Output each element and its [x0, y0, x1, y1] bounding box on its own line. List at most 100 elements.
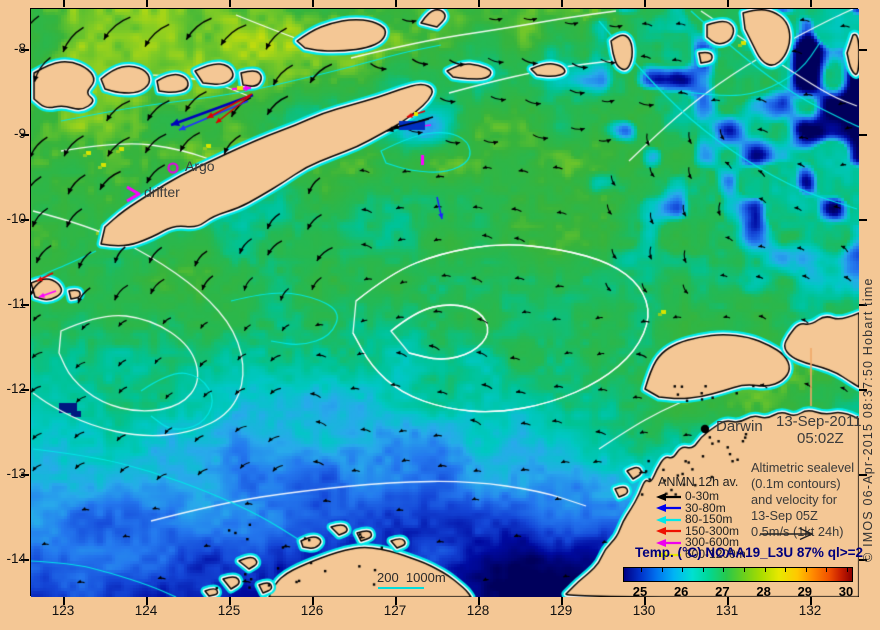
x-tick-mark	[312, 0, 314, 7]
x-tick-mark	[63, 597, 65, 605]
colorbar-tick-label: 30	[838, 584, 854, 599]
y-tick-mark	[859, 389, 867, 391]
x-tick-mark	[561, 597, 563, 605]
sst-map-canvas	[31, 9, 859, 597]
depth-contour-scale-label: 200 1000m	[377, 570, 446, 585]
datetime-line1: 13-Sep-2011	[776, 413, 862, 430]
anmn-legend-row: 300-600m	[655, 535, 740, 550]
x-tick-mark	[146, 597, 148, 605]
depth-arrow-icon	[656, 492, 681, 501]
x-tick-mark	[644, 0, 646, 7]
x-tick-label: 123	[51, 603, 75, 618]
altimetric-note-line: and velocity for	[751, 492, 838, 507]
altimetric-note-line: 13-Sep 05Z	[751, 508, 818, 523]
x-tick-label: 132	[798, 603, 822, 618]
y-tick-label: -12	[6, 381, 26, 396]
colorbar-tick-label: 25	[632, 584, 648, 599]
altimetric-note-line: (0.1m contours)	[751, 476, 841, 491]
anmn-legend-row: 150-300m	[655, 523, 740, 538]
colorbar-tick-mark	[847, 568, 848, 572]
colorbar-tick-mark	[826, 568, 828, 572]
x-tick-label: 126	[300, 603, 324, 618]
y-tick-mark	[859, 559, 867, 561]
x-tick-mark	[727, 0, 729, 7]
colorbar-tick-label: 26	[673, 584, 689, 599]
y-tick-label: -9	[13, 126, 26, 141]
y-tick-mark	[859, 49, 867, 51]
y-tick-mark	[21, 219, 29, 221]
x-tick-mark	[146, 0, 148, 7]
y-tick-mark	[859, 219, 867, 221]
anmn-legend-row: 30-80m	[655, 500, 726, 515]
x-tick-label: 125	[217, 603, 241, 618]
anmn-legend-title: ANMN 12h av.	[658, 475, 739, 489]
y-tick-mark	[859, 474, 867, 476]
y-tick-label: -13	[6, 466, 26, 481]
colorbar-tick-mark	[702, 568, 704, 572]
depth-arrow-icon	[656, 538, 681, 547]
x-tick-label: 128	[466, 603, 490, 618]
y-tick-mark	[21, 389, 29, 391]
x-tick-mark	[312, 597, 314, 605]
x-tick-mark	[810, 0, 812, 7]
map-plot-area	[30, 8, 859, 597]
altimetric-note-line: 0.5m/s (1kt 24h)	[751, 524, 844, 539]
colorbar-tick-mark	[764, 568, 766, 572]
depth-arrow-icon	[656, 527, 681, 536]
colorbar-title: Temp. (°C) NOAA19_L3U 87% ql>=2	[635, 545, 863, 560]
velocity-scale-arrow-icon	[760, 527, 814, 541]
x-tick-label: 129	[549, 603, 573, 618]
y-tick-label: -11	[7, 296, 26, 311]
depth-arrow-icon	[656, 515, 681, 524]
x-tick-label: 131	[715, 603, 739, 618]
y-tick-label: -8	[13, 41, 26, 56]
argo-label: Argo	[185, 158, 215, 174]
darwin-label: Darwin	[716, 418, 763, 435]
x-tick-mark	[229, 0, 231, 7]
colorbar-tick-mark	[661, 568, 663, 572]
altimetric-note: Altimetric sealevel (0.1m contours) and ve…	[751, 460, 854, 540]
y-tick-label: -10	[6, 211, 26, 226]
y-tick-mark	[859, 134, 867, 136]
colorbar-tick-mark	[641, 568, 642, 572]
x-tick-label: 124	[134, 603, 158, 618]
anmn-legend-row: 80-150m	[655, 512, 733, 527]
datetime-line2: 05:02Z	[797, 430, 844, 447]
x-tick-label: 130	[632, 603, 656, 618]
colorbar-tick-label: 27	[715, 584, 730, 599]
anmn-legend-label: 150-300m	[685, 523, 740, 538]
x-tick-mark	[395, 0, 397, 7]
x-tick-mark	[395, 597, 397, 605]
anmn-legend-label: 0-30m	[685, 489, 720, 503]
y-tick-mark	[21, 474, 29, 476]
colorbar-tick-mark	[744, 568, 745, 572]
y-tick-mark	[859, 304, 867, 306]
y-tick-mark	[21, 134, 29, 136]
x-tick-mark	[644, 597, 646, 605]
x-tick-mark	[810, 597, 812, 605]
imos-copyright-text: © IMOS 06-Apr-2015 08:37:50 Hobart time	[861, 277, 875, 562]
depth-arrow-icon	[656, 504, 681, 513]
x-tick-mark	[727, 597, 729, 605]
anmn-legend-label: 30-80m	[685, 500, 726, 515]
colorbar-tick-label: 28	[756, 584, 771, 599]
y-tick-label: -14	[6, 551, 26, 566]
x-tick-mark	[478, 0, 480, 7]
drifter-label: drifter	[144, 184, 180, 200]
x-tick-mark	[63, 0, 65, 7]
temperature-colorbar	[623, 567, 853, 582]
x-tick-mark	[229, 597, 231, 605]
anmn-legend-row: 600-1200m	[655, 548, 746, 560]
depth-arrow-icon	[656, 550, 681, 559]
anmn-legend-label: 300-600m	[685, 535, 740, 550]
colorbar-tick-mark	[805, 568, 807, 572]
depth-contour-scale-line	[378, 587, 424, 589]
altimetric-note-line: Altimetric sealevel	[751, 460, 855, 475]
x-tick-mark	[478, 597, 480, 605]
anmn-legend-label: 80-150m	[685, 512, 733, 527]
y-tick-mark	[21, 49, 29, 51]
x-tick-label: 127	[383, 603, 407, 618]
colorbar-tick-mark	[682, 568, 684, 572]
colorbar-tick-mark	[785, 568, 787, 572]
y-tick-mark	[21, 559, 29, 561]
